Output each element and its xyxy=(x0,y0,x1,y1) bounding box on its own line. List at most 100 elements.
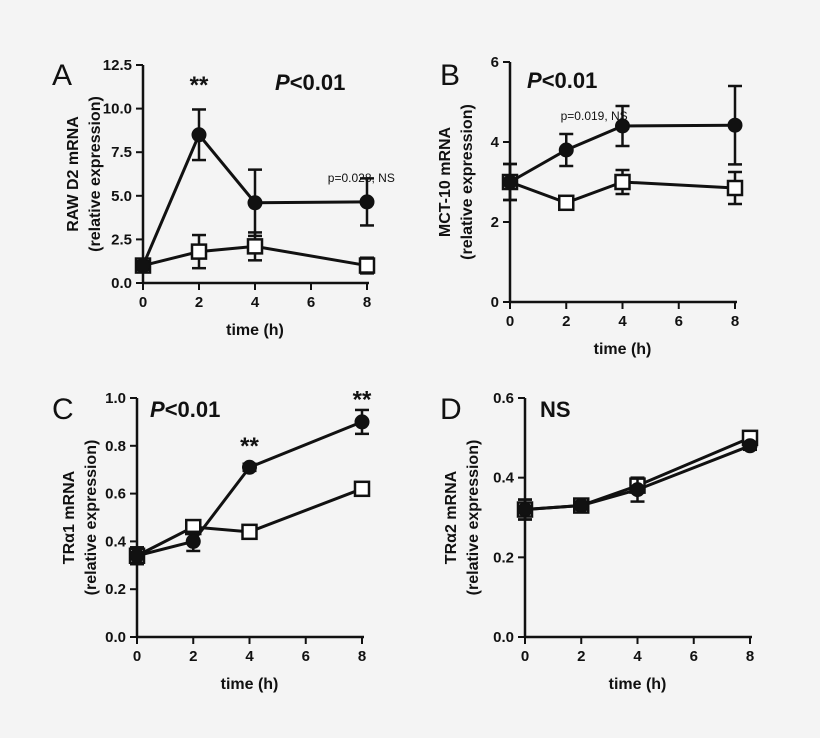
stat-label: NS xyxy=(540,397,571,422)
y-tick-label: 0.0 xyxy=(493,629,514,646)
x-tick-label: 6 xyxy=(302,648,310,665)
data-point-square xyxy=(190,243,208,260)
data-point-square xyxy=(358,257,376,274)
panel-letter: B xyxy=(440,59,460,92)
significance-stars: ** xyxy=(240,433,259,460)
x-tick-label: 6 xyxy=(675,313,683,330)
stat-label-p: P xyxy=(527,68,542,93)
x-tick-label: 8 xyxy=(731,313,739,330)
x-tick-label: 2 xyxy=(577,648,585,665)
series-line xyxy=(141,131,368,267)
y-tick-label: 0.6 xyxy=(493,390,514,407)
y-axis-label-units: (relative expression) xyxy=(459,104,476,260)
y-tick-label: 2.5 xyxy=(111,231,132,248)
series-line xyxy=(524,444,751,512)
data-point-circle xyxy=(129,548,145,564)
x-tick-label: 2 xyxy=(195,294,203,311)
y-tick-label: 2 xyxy=(491,214,499,231)
series-line xyxy=(136,420,363,558)
data-point-circle xyxy=(630,482,645,498)
series-filled-circles xyxy=(129,408,370,566)
annotation-note: p=0.028, NS xyxy=(328,171,395,185)
series-filled-circles xyxy=(135,108,375,274)
x-tick-label: 8 xyxy=(358,648,366,665)
x-tick-label: 4 xyxy=(251,294,260,311)
data-point-square xyxy=(241,523,258,541)
data-point-circle xyxy=(242,459,257,475)
y-tick-label: 12.5 xyxy=(103,57,132,74)
x-axis-label: time (h) xyxy=(221,676,279,693)
y-tick-label: 0.0 xyxy=(111,275,132,292)
y-axis-label-units: (relative expression) xyxy=(83,440,100,596)
data-point-circle xyxy=(359,194,375,210)
y-axis-label: TRα2 mRNA xyxy=(443,470,460,564)
data-point-circle xyxy=(573,498,589,514)
panel-letter: C xyxy=(52,393,74,426)
x-tick-label: 0 xyxy=(521,648,529,665)
y-axis-label: TRα1 mRNA xyxy=(61,470,78,564)
y-tick-label: 0.0 xyxy=(105,629,126,646)
y-tick-label: 10.0 xyxy=(103,101,132,118)
data-point-circle xyxy=(517,502,533,518)
series-line xyxy=(509,180,736,205)
data-point-circle xyxy=(191,127,207,143)
y-tick-label: 0.6 xyxy=(105,486,126,503)
panel-a: A 0.0 2.5 5.0 7.5 10.0 12.5 0 2 4 6 8 time (h) RAW D2… xyxy=(52,57,395,339)
data-point-square xyxy=(726,179,744,197)
data-point-square xyxy=(246,238,264,255)
y-tick-label: 0.2 xyxy=(105,581,126,598)
x-tick-label: 4 xyxy=(245,648,254,665)
series-open-squares xyxy=(134,231,376,275)
series-filled-circles xyxy=(502,84,743,202)
panel-letter: D xyxy=(440,393,462,426)
y-axis-label-units: (relative expression) xyxy=(87,96,104,252)
x-tick-label: 0 xyxy=(506,313,514,330)
y-tick-label: 0.4 xyxy=(105,533,127,550)
y-tick-label: 7.5 xyxy=(111,144,132,161)
x-axis-label: time (h) xyxy=(609,676,667,693)
y-tick-label: 6 xyxy=(491,54,499,71)
y-tick-label: 0.2 xyxy=(493,549,514,566)
x-axis-label: time (h) xyxy=(594,341,652,358)
x-tick-label: 2 xyxy=(189,648,197,665)
x-tick-label: 4 xyxy=(618,313,627,330)
y-axis-label: MCT-10 mRNA xyxy=(437,126,454,237)
x-tick-label: 8 xyxy=(746,648,754,665)
series-line xyxy=(509,123,736,184)
data-point-circle xyxy=(727,117,743,133)
stat-label-p: P xyxy=(275,70,290,95)
data-point-circle xyxy=(742,438,758,454)
stat-label: P<0.01 xyxy=(275,70,345,95)
stat-label-p: P xyxy=(150,397,165,422)
series-open-squares xyxy=(501,162,744,212)
x-tick-label: 0 xyxy=(139,294,147,311)
data-point-square xyxy=(614,173,631,191)
data-point-square xyxy=(558,194,575,212)
x-tick-label: 8 xyxy=(363,294,371,311)
data-point-circle xyxy=(615,118,630,134)
stat-label-value: <0.01 xyxy=(290,70,346,95)
data-point-circle xyxy=(185,533,201,549)
stat-label: P<0.01 xyxy=(527,68,597,93)
data-point-circle xyxy=(502,174,518,190)
stat-label-value: <0.01 xyxy=(165,397,221,422)
x-tick-label: 4 xyxy=(633,648,642,665)
data-point-circle xyxy=(247,195,263,211)
panel-c: C 0.0 0.2 0.4 0.6 0.8 1.0 0 2 4 6 8 time (h) TRα1 mRN… xyxy=(52,387,372,693)
y-tick-label: 0.4 xyxy=(493,470,515,487)
x-tick-label: 0 xyxy=(133,648,141,665)
data-point-square xyxy=(353,480,371,498)
series-open-squares xyxy=(128,480,371,566)
significance-stars: ** xyxy=(190,72,209,99)
x-tick-label: 6 xyxy=(690,648,698,665)
y-tick-label: 4 xyxy=(491,134,500,151)
data-point-circle xyxy=(558,142,574,158)
y-tick-label: 0 xyxy=(491,294,499,311)
panel-b: B 0 2 4 6 0 2 4 6 8 time (h) MCT-10 mRNA (relative e… xyxy=(437,54,744,358)
data-point-circle xyxy=(135,258,151,274)
y-axis-label-units: (relative expression) xyxy=(465,440,482,596)
x-tick-label: 2 xyxy=(562,313,570,330)
panel-d: D 0.0 0.2 0.4 0.6 0 2 4 6 8 time (h) TRα2 mRNA (rela… xyxy=(440,390,759,693)
